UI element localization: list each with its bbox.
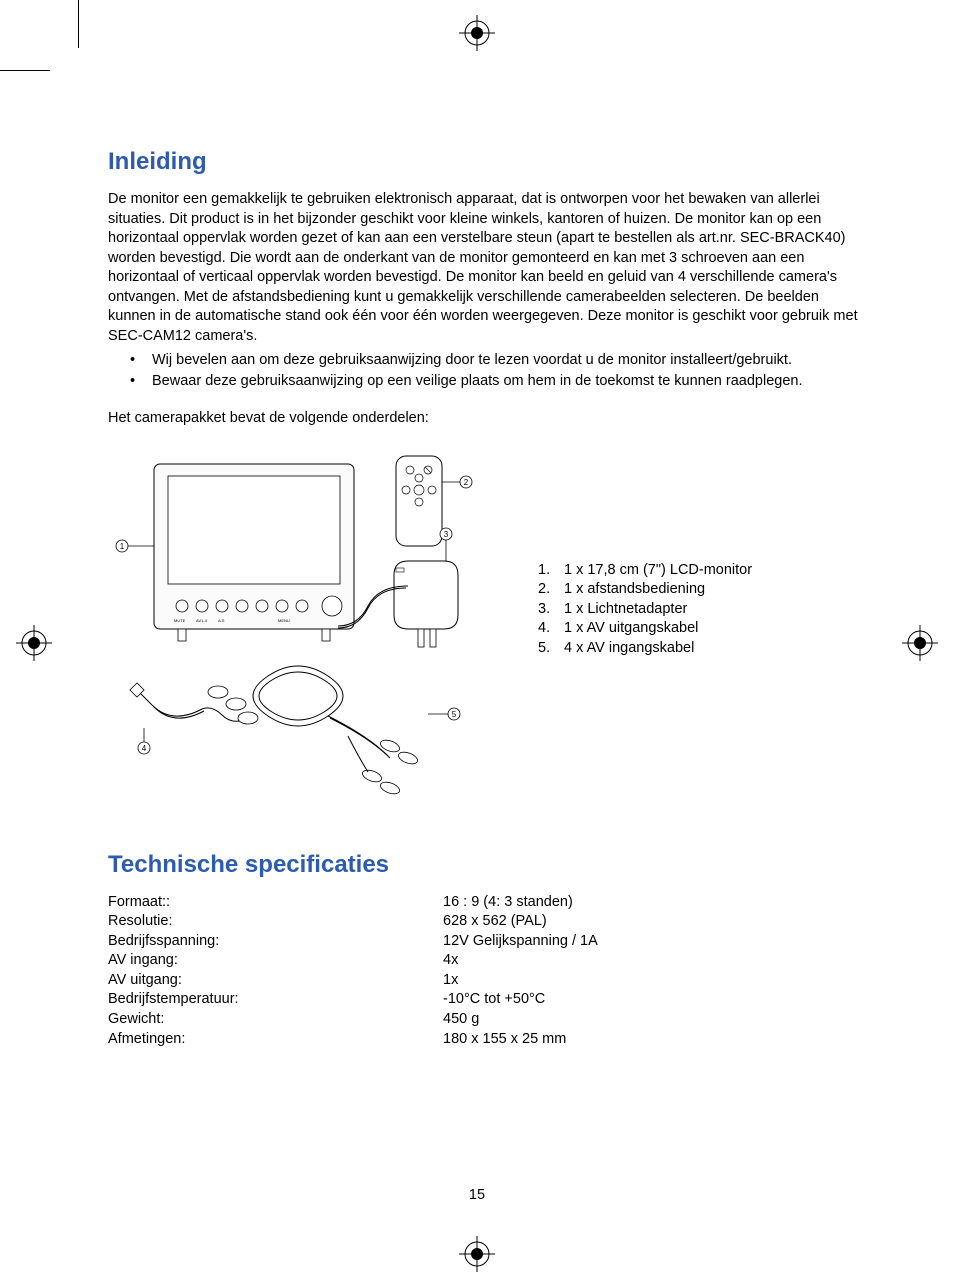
package-list: 1 x 17,8 cm (7") LCD-monitor 1 x afstand… bbox=[538, 561, 752, 659]
table-row: Bedrijfsspanning: 12V Gelijkspanning / 1… bbox=[108, 932, 866, 952]
intro-paragraph: De monitor een gemakkelijk te gebruiken … bbox=[108, 190, 866, 347]
spec-label: Gewicht: bbox=[108, 1010, 443, 1030]
cropmark bbox=[78, 0, 79, 48]
svg-text:MUTE: MUTE bbox=[174, 618, 186, 623]
spec-label: AV ingang: bbox=[108, 951, 443, 971]
heading-inleiding: Inleiding bbox=[108, 148, 866, 176]
table-row: AV uitgang: 1x bbox=[108, 971, 866, 991]
spec-label: Bedrijfstemperatuur: bbox=[108, 990, 443, 1010]
page-number: 15 bbox=[0, 1187, 954, 1203]
spec-label: Afmetingen: bbox=[108, 1030, 443, 1050]
bullet-item: Bewaar deze gebruiksaanwijzing op een ve… bbox=[108, 372, 866, 392]
table-row: Gewicht: 450 g bbox=[108, 1010, 866, 1030]
package-intro: Het camerapakket bevat de volgende onder… bbox=[108, 410, 866, 426]
table-row: AV ingang: 4x bbox=[108, 951, 866, 971]
spec-label: Formaat:: bbox=[108, 893, 443, 913]
svg-text:A.S: A.S bbox=[218, 618, 225, 623]
spec-value: 450 g bbox=[443, 1010, 866, 1030]
svg-text:4: 4 bbox=[142, 744, 147, 753]
table-row: Bedrijfstemperatuur: -10°C tot +50°C bbox=[108, 990, 866, 1010]
list-item: 1 x AV uitgangskabel bbox=[538, 619, 752, 639]
list-item: 1 x afstandsbediening bbox=[538, 580, 752, 600]
monitor-icon: MUTE AV1-4 A.S MENU bbox=[154, 464, 354, 641]
av-in-cable-icon bbox=[253, 666, 419, 796]
adapter-icon bbox=[338, 561, 458, 647]
cropmark bbox=[0, 70, 50, 71]
spec-label: AV uitgang: bbox=[108, 971, 443, 991]
heading-specs: Technische specificaties bbox=[108, 851, 866, 879]
table-row: Formaat:: 16 : 9 (4: 3 standen) bbox=[108, 893, 866, 913]
spec-value: 628 x 562 (PAL) bbox=[443, 912, 866, 932]
regmark-top bbox=[459, 15, 495, 51]
av-out-cable-icon bbox=[130, 683, 258, 724]
spec-value: 16 : 9 (4: 3 standen) bbox=[443, 893, 866, 913]
svg-text:3: 3 bbox=[444, 530, 449, 539]
spec-value: 4x bbox=[443, 951, 866, 971]
package-diagram: MUTE AV1-4 A.S MENU 1 bbox=[108, 446, 508, 821]
list-item: 1 x Lichtnetadapter bbox=[538, 600, 752, 620]
svg-text:MENU: MENU bbox=[278, 618, 290, 623]
page-content: Inleiding De monitor een gemakkelijk te … bbox=[108, 148, 866, 1049]
table-row: Afmetingen: 180 x 155 x 25 mm bbox=[108, 1030, 866, 1050]
spec-value: 12V Gelijkspanning / 1A bbox=[443, 932, 866, 952]
regmark-right bbox=[902, 625, 938, 661]
spec-value: -10°C tot +50°C bbox=[443, 990, 866, 1010]
table-row: Resolutie: 628 x 562 (PAL) bbox=[108, 912, 866, 932]
spec-label: Bedrijfsspanning: bbox=[108, 932, 443, 952]
bullet-item: Wij bevelen aan om deze gebruiksaanwijzi… bbox=[108, 351, 866, 371]
svg-text:5: 5 bbox=[452, 710, 457, 719]
regmark-left bbox=[16, 625, 52, 661]
intro-bullets: Wij bevelen aan om deze gebruiksaanwijzi… bbox=[108, 351, 866, 392]
svg-text:1: 1 bbox=[120, 542, 125, 551]
figure-row: MUTE AV1-4 A.S MENU 1 bbox=[108, 446, 866, 821]
list-item: 4 x AV ingangskabel bbox=[538, 639, 752, 659]
list-item: 1 x 17,8 cm (7") LCD-monitor bbox=[538, 561, 752, 581]
svg-text:AV1-4: AV1-4 bbox=[196, 618, 208, 623]
spec-value: 1x bbox=[443, 971, 866, 991]
spec-table: Formaat:: 16 : 9 (4: 3 standen) Resoluti… bbox=[108, 893, 866, 1050]
svg-text:2: 2 bbox=[464, 478, 469, 487]
remote-icon bbox=[396, 456, 442, 546]
spec-value: 180 x 155 x 25 mm bbox=[443, 1030, 866, 1050]
spec-label: Resolutie: bbox=[108, 912, 443, 932]
regmark-bottom bbox=[459, 1236, 495, 1272]
